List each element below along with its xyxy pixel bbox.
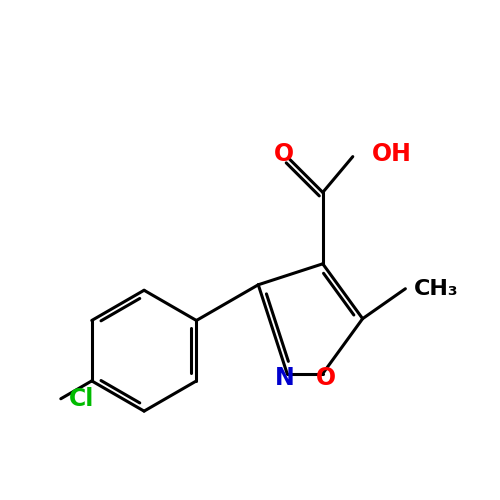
Text: OH: OH (372, 142, 412, 166)
Text: O: O (274, 142, 294, 166)
Text: Cl: Cl (69, 387, 94, 411)
Text: O: O (316, 366, 336, 390)
Text: CH₃: CH₃ (414, 278, 458, 298)
Text: N: N (274, 366, 294, 390)
